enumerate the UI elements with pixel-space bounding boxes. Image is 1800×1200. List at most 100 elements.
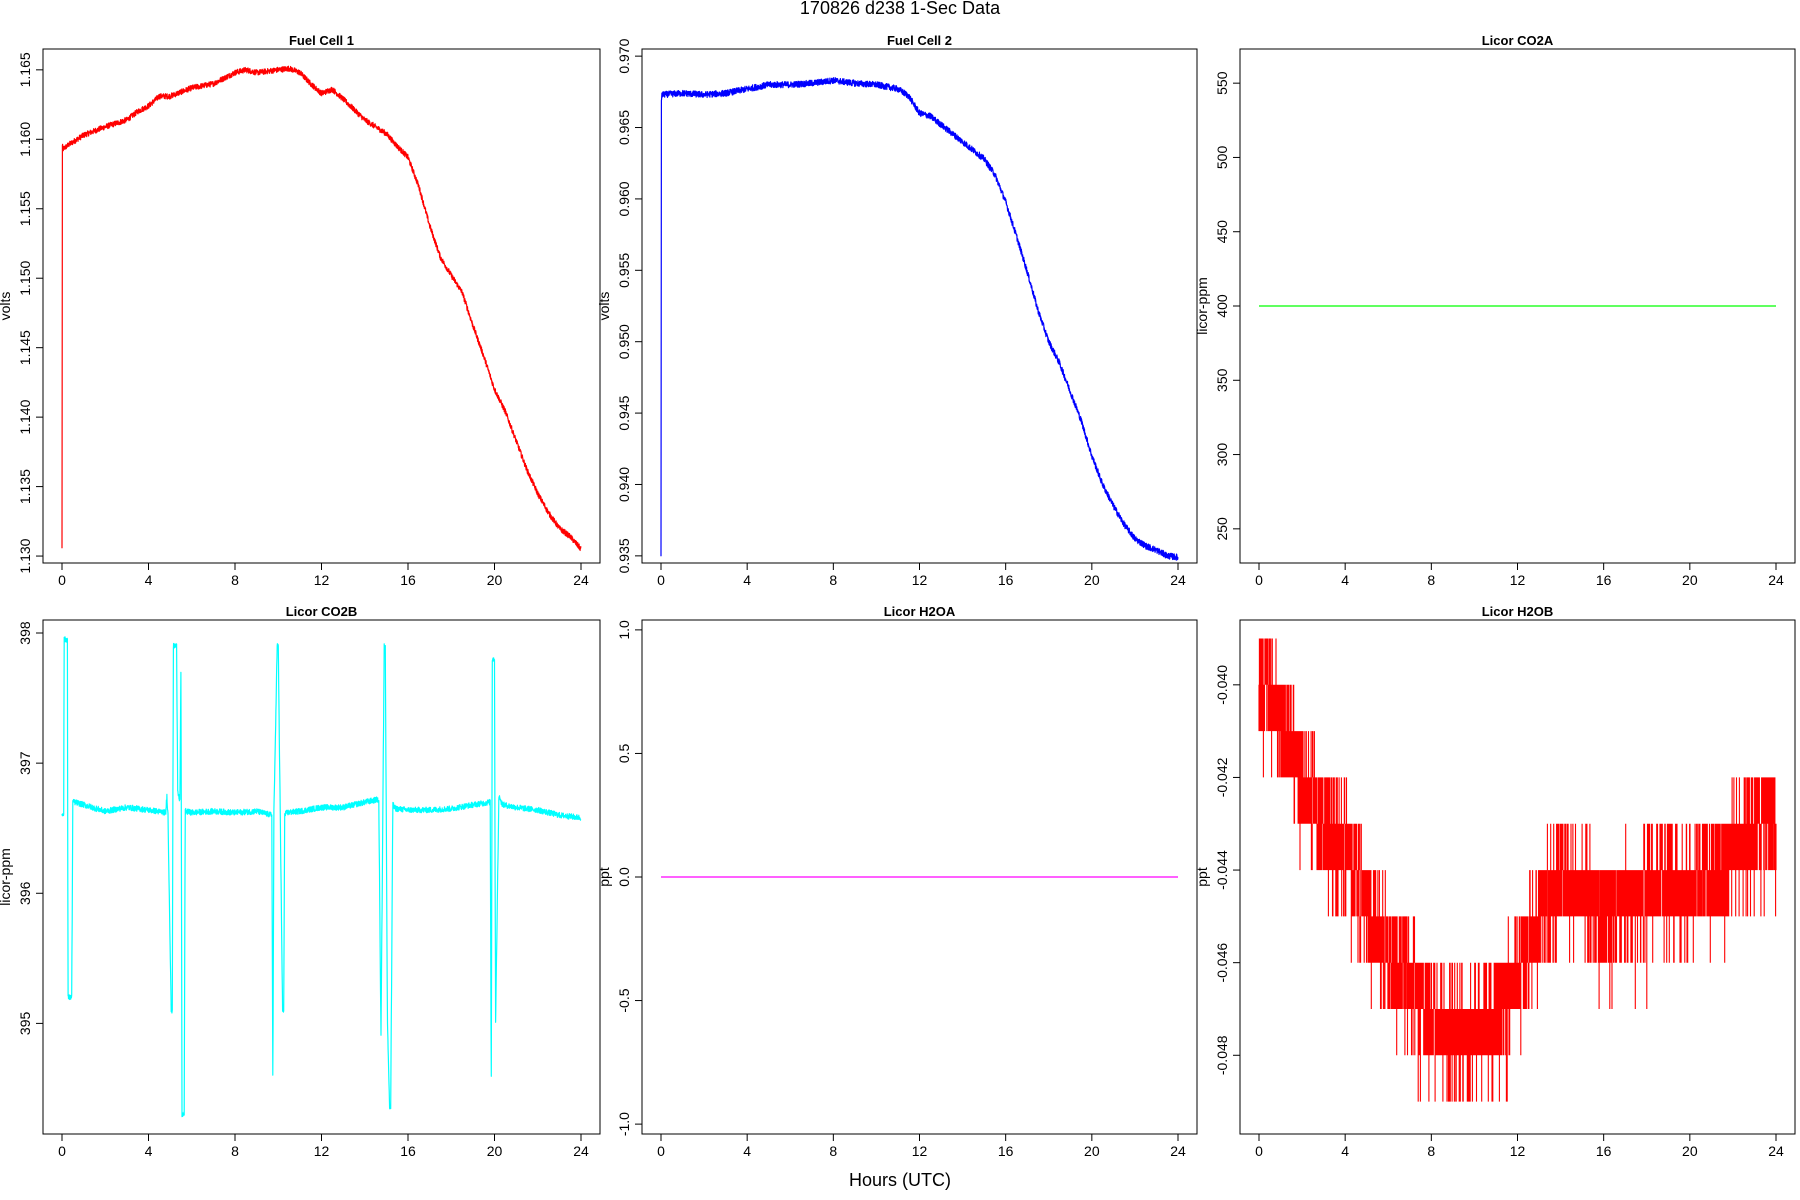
x-tick-label: 0 bbox=[1255, 572, 1263, 588]
y-axis-label: ppt bbox=[596, 867, 612, 887]
y-axis: -1.0 -0.5 0.0 0.5 1.0 bbox=[616, 620, 642, 1136]
y-tick-label: 0.5 bbox=[616, 744, 632, 764]
panel-2: Fuel Cell 20 4 8 12 16 20 240.9350.9400.9450.9… bbox=[596, 33, 1198, 588]
x-tick-label: 0 bbox=[58, 572, 66, 588]
panel-title: Licor H2OA bbox=[884, 604, 956, 619]
x-tick-label: 24 bbox=[1768, 1143, 1784, 1159]
y-tick-label: 0.950 bbox=[616, 324, 632, 359]
x-axis-label: Hours (UTC) bbox=[849, 1170, 951, 1190]
x-tick-label: 8 bbox=[231, 1143, 239, 1159]
data-series bbox=[660, 77, 1179, 561]
x-tick-label: 20 bbox=[1084, 572, 1100, 588]
y-tick-label: 550 bbox=[1214, 71, 1230, 95]
y-tick-label: 0.970 bbox=[616, 38, 632, 73]
data-series bbox=[61, 636, 582, 1118]
plot-frame bbox=[42, 48, 601, 564]
y-axis-label: licor-ppm bbox=[1194, 277, 1210, 335]
y-tick-label: 0.0 bbox=[616, 867, 632, 887]
x-tick-label: 20 bbox=[1682, 1143, 1698, 1159]
x-tick-label: 12 bbox=[1510, 1143, 1526, 1159]
y-tick-label: 0.940 bbox=[616, 467, 632, 502]
y-tick-label: 250 bbox=[1214, 517, 1230, 541]
y-tick-label: -1.0 bbox=[616, 1112, 632, 1136]
y-tick-label: 1.155 bbox=[17, 191, 33, 226]
y-axis: 395 396 397 398 bbox=[17, 621, 43, 1035]
panel-title: Licor CO2B bbox=[286, 604, 358, 619]
x-axis: 0 4 8 12 16 20 24 bbox=[58, 1134, 589, 1159]
x-tick-label: 0 bbox=[657, 572, 665, 588]
y-tick-label: 396 bbox=[17, 881, 33, 905]
x-axis: 0 4 8 12 16 20 24 bbox=[657, 563, 1186, 588]
y-tick-label: 1.150 bbox=[17, 260, 33, 295]
x-tick-label: 20 bbox=[1084, 1143, 1100, 1159]
x-tick-label: 8 bbox=[1427, 1143, 1435, 1159]
x-tick-label: 4 bbox=[1341, 1143, 1349, 1159]
x-tick-label: 12 bbox=[314, 572, 330, 588]
x-tick-label: 24 bbox=[1768, 572, 1784, 588]
y-tick-label: -0.5 bbox=[616, 988, 632, 1012]
y-tick-label: 1.145 bbox=[17, 330, 33, 365]
x-tick-label: 24 bbox=[573, 1143, 589, 1159]
x-tick-label: 12 bbox=[912, 572, 928, 588]
data-series bbox=[1258, 638, 1777, 1102]
panel-1: Fuel Cell 10 4 8 12 16 20 241.1301.1351.1401.1… bbox=[0, 33, 601, 588]
y-axis-label: volts bbox=[0, 292, 13, 321]
panel-title: Licor H2OB bbox=[1482, 604, 1554, 619]
x-tick-label: 16 bbox=[400, 572, 416, 588]
y-axis: 250 300 350 400 450 500 550 bbox=[1214, 71, 1240, 541]
x-axis: 0 4 8 12 16 20 24 bbox=[1255, 1134, 1784, 1159]
y-axis: 0.935 0.940 0.945 0.950 0.955 0.960 0.965 0.970 bbox=[616, 38, 642, 573]
y-axis: -0.048 -0.046 -0.044 -0.042 -0.040 bbox=[1214, 665, 1240, 1075]
y-tick-label: 400 bbox=[1214, 294, 1230, 318]
y-tick-label: 450 bbox=[1214, 220, 1230, 244]
x-tick-label: 0 bbox=[58, 1143, 66, 1159]
x-tick-label: 16 bbox=[400, 1143, 416, 1159]
x-tick-label: 8 bbox=[829, 1143, 837, 1159]
y-axis-label: volts bbox=[596, 292, 612, 321]
panel-title: Fuel Cell 1 bbox=[289, 33, 354, 48]
x-tick-label: 4 bbox=[743, 1143, 751, 1159]
y-tick-label: -0.044 bbox=[1214, 850, 1230, 890]
y-tick-label: 397 bbox=[17, 751, 33, 775]
x-tick-label: 12 bbox=[912, 1143, 928, 1159]
x-tick-label: 8 bbox=[1427, 572, 1435, 588]
y-axis-label: licor-ppm bbox=[0, 848, 13, 906]
panel-3: Licor CO2A 0 4 8 12 16 20 24 250 300 350 400 450 500 5… bbox=[1194, 33, 1796, 588]
x-tick-label: 8 bbox=[231, 572, 239, 588]
y-tick-label: 395 bbox=[17, 1011, 33, 1035]
x-tick-label: 16 bbox=[1596, 572, 1612, 588]
x-tick-label: 24 bbox=[573, 572, 589, 588]
x-tick-label: 0 bbox=[657, 1143, 665, 1159]
y-tick-label: -0.040 bbox=[1214, 665, 1230, 705]
y-tick-label: 350 bbox=[1214, 368, 1230, 392]
x-tick-label: 0 bbox=[1255, 1143, 1263, 1159]
panel-title: Licor CO2A bbox=[1482, 33, 1554, 48]
y-tick-label: 500 bbox=[1214, 146, 1230, 170]
x-tick-label: 24 bbox=[1170, 572, 1186, 588]
y-tick-label: 300 bbox=[1214, 443, 1230, 467]
x-tick-label: 16 bbox=[998, 572, 1014, 588]
x-tick-label: 4 bbox=[1341, 572, 1349, 588]
x-tick-label: 16 bbox=[1596, 1143, 1612, 1159]
y-tick-label: -0.046 bbox=[1214, 943, 1230, 983]
x-tick-label: 16 bbox=[998, 1143, 1014, 1159]
panel-4: Licor CO2B 0 4 8 12 16 20 24 395 396 397 398 licor-p… bbox=[0, 604, 601, 1159]
x-tick-label: 20 bbox=[487, 1143, 503, 1159]
x-tick-label: 12 bbox=[314, 1143, 330, 1159]
panel-5: Licor H2OA 0 4 8 12 16 20 24 -1.0 -0.5 0.0 0.5 1.0 pp… bbox=[596, 604, 1198, 1159]
y-tick-label: 0.965 bbox=[616, 110, 632, 145]
data-series bbox=[61, 65, 582, 552]
y-axis-label: ppt bbox=[1194, 867, 1210, 887]
plot-frame bbox=[641, 48, 1198, 564]
x-tick-label: 4 bbox=[743, 572, 751, 588]
y-tick-label: 0.935 bbox=[616, 538, 632, 573]
y-tick-label: 1.140 bbox=[17, 399, 33, 434]
x-tick-label: 8 bbox=[829, 572, 837, 588]
x-tick-label: 4 bbox=[145, 572, 153, 588]
panel-title: Fuel Cell 2 bbox=[887, 33, 952, 48]
figure-title: 170826 d238 1-Sec Data bbox=[799, 0, 1001, 18]
x-tick-label: 12 bbox=[1510, 572, 1526, 588]
x-tick-label: 24 bbox=[1170, 1143, 1186, 1159]
y-tick-label: -0.042 bbox=[1214, 757, 1230, 797]
